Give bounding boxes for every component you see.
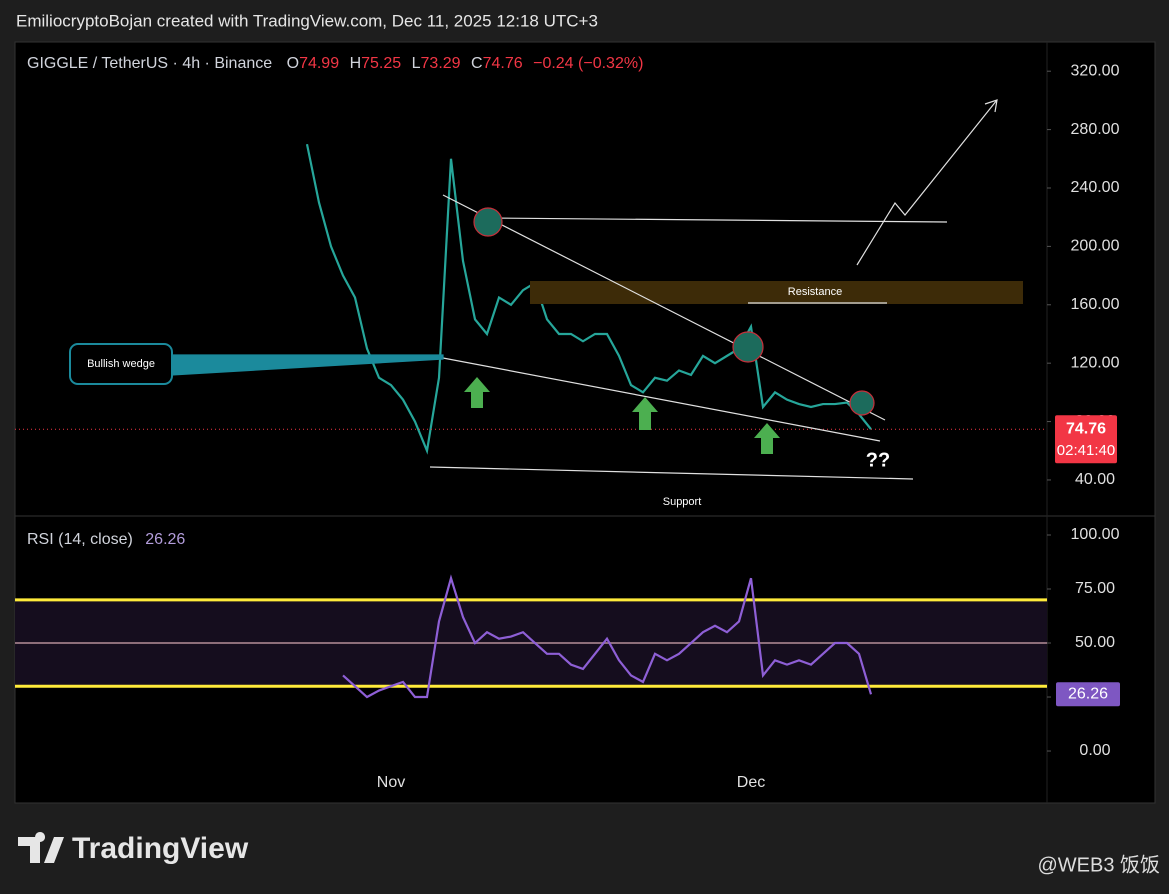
up-arrow: [754, 423, 780, 454]
price-tag-value: 74.76: [1066, 420, 1106, 437]
y-tick-label: 160.00: [1071, 296, 1120, 313]
rsi-title: RSI (14, close): [27, 531, 133, 548]
y-tick-label: 40.00: [1075, 471, 1115, 488]
price-countdown: 02:41:40: [1057, 442, 1115, 459]
projection-arrow: [856, 99, 998, 266]
y-tick-label: 50.00: [1075, 634, 1115, 651]
low-label: L: [412, 55, 421, 72]
y-tick-label: 200.00: [1071, 238, 1120, 255]
drawings: [69, 99, 1023, 480]
open-label: O: [287, 55, 299, 72]
resistance-label: Resistance: [788, 286, 842, 298]
change: −0.24 (−0.32%): [533, 55, 643, 72]
wedge-lower: [442, 357, 881, 442]
y-tick-label: 240.00: [1071, 179, 1120, 196]
support-label: Support: [663, 496, 702, 508]
brand-logo: [18, 832, 64, 863]
arrow-head: [984, 99, 998, 113]
y-tick-label: 0.00: [1079, 742, 1110, 759]
horizontal-line: [487, 217, 948, 223]
series-line: [342, 574, 873, 699]
touch-circle: [732, 331, 764, 363]
wedge-label: Bullish wedge: [87, 358, 155, 370]
wedge-box: [69, 343, 173, 385]
logo-mark: [18, 832, 64, 863]
resistance-zone: [530, 281, 1023, 304]
legend: GIGGLE / TetherUS · 4h · Binance O74.99 …: [27, 55, 643, 72]
price-pane: 40.0080.00120.00160.00200.00240.00280.00…: [15, 62, 1120, 488]
up-arrow: [632, 397, 658, 430]
watermark: @WEB3 饭饭: [1037, 853, 1160, 876]
high: 75.25: [361, 55, 401, 72]
question-label: ??: [866, 449, 890, 471]
low: 73.29: [421, 55, 461, 72]
high-label: H: [350, 55, 362, 72]
y-tick-label: 320.00: [1071, 62, 1120, 79]
symbol: GIGGLE / TetherUS · 4h · Binance: [27, 55, 272, 72]
price-tag: [1055, 415, 1117, 464]
up-arrow: [464, 377, 490, 408]
brand: TradingView: [72, 832, 249, 865]
y-tick-label: 280.00: [1071, 121, 1120, 138]
rsi-value: 26.26: [145, 531, 185, 548]
chart-frame: [14, 41, 1156, 804]
close: 74.76: [483, 55, 523, 72]
touch-circle: [849, 390, 875, 416]
x-tick-label: Nov: [377, 774, 405, 791]
value-tag-text: 26.26: [1068, 686, 1108, 703]
author-line: EmiliocryptoBojan created with TradingVi…: [16, 11, 598, 30]
y-tick-label: 120.00: [1071, 354, 1120, 371]
x-tick-label: Dec: [737, 774, 765, 791]
y-tick-label: 75.00: [1075, 580, 1115, 597]
wedge-upper: [442, 194, 886, 421]
touch-circle: [473, 207, 503, 237]
series-line: [305, 143, 872, 455]
support-line: [429, 466, 914, 480]
value-tag: [1056, 682, 1120, 707]
rsi-legend: RSI (14, close) 26.26: [27, 531, 185, 548]
open: 74.99: [299, 55, 339, 72]
y-tick-label: 100.00: [1071, 526, 1120, 543]
close-label: C: [471, 55, 483, 72]
